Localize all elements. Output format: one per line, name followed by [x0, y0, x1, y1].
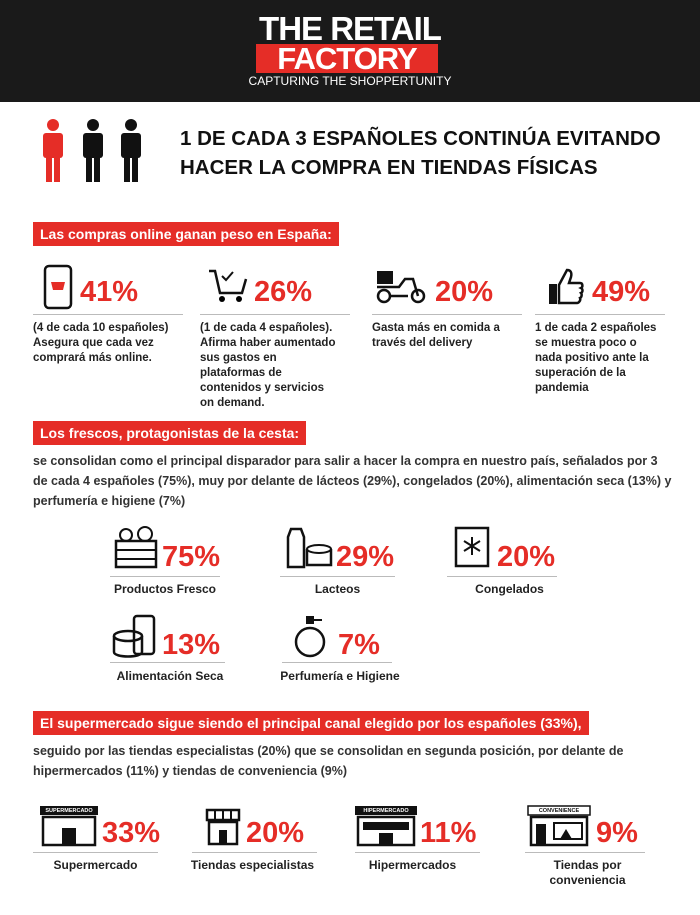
fresh-icon [114, 526, 158, 569]
item-label: Tiendas especialistas [190, 858, 315, 872]
frozen-icon [454, 526, 490, 568]
item-value: 11% [420, 817, 477, 849]
brand-top: THE RETAIL [259, 10, 442, 47]
section-title: El supermercado sigue siendo el principa… [33, 711, 589, 735]
specialist-icon [205, 808, 241, 846]
divider [192, 852, 317, 853]
supermarket-icon: SUPERMERCADO [40, 806, 98, 847]
sign-text: SUPERMERCADO [45, 808, 93, 814]
stat-value: 26% [254, 276, 313, 308]
item-label: Tiendas por conveniencia [549, 858, 626, 887]
stat-value: 20% [435, 276, 494, 308]
delivery-icon [376, 271, 426, 304]
cans-icon [112, 614, 156, 658]
convenience-icon: CONVENIENCE [527, 805, 591, 847]
people-icon [43, 119, 141, 182]
sign-text: CONVENIENCE [539, 808, 580, 814]
stat-value: 49% [592, 276, 651, 308]
dairy-icon [286, 527, 333, 569]
stat-text: Gasta más en comida a través del deliver… [372, 322, 500, 349]
divider [525, 852, 645, 853]
divider [33, 852, 158, 853]
item-label: Alimentación Seca [116, 669, 224, 683]
item-label: Congelados [475, 582, 544, 596]
brand-bottom: FACTORY [256, 43, 438, 74]
item-label: Lacteos [314, 582, 361, 596]
section-title: Los frescos, protagonistas de la cesta: [33, 421, 307, 445]
divider [110, 662, 225, 663]
divider [33, 314, 183, 315]
hypermarket-icon: HIPERMERCADO [355, 806, 417, 847]
headline-line: HACER LA COMPRA EN TIENDAS FÍSICAS [180, 156, 598, 179]
stat-text: 1 de cada 2 españoles se muestra poco o … [535, 322, 657, 394]
section-title: Las compras online ganan peso en España: [33, 222, 339, 246]
stat-text: (1 de cada 4 españoles). Afirma haber au… [200, 322, 336, 409]
item-value: 20% [246, 817, 305, 849]
item-value: 9% [596, 817, 638, 849]
section-body: se consolidan como el principal disparad… [33, 454, 672, 508]
item-value: 20% [497, 541, 556, 573]
thumb-icon [549, 268, 584, 305]
headline-line: 1 DE CADA 3 ESPAÑOLES CONTINÚA EVITANDO [180, 127, 661, 150]
item-value: 13% [162, 629, 221, 661]
phone-icon [43, 264, 73, 310]
divider [200, 314, 350, 315]
divider [372, 314, 522, 315]
perfume-icon [294, 616, 326, 658]
item-value: 29% [336, 541, 395, 573]
divider [355, 852, 480, 853]
sign-text: HIPERMERCADO [363, 808, 409, 814]
divider [110, 576, 220, 577]
divider [282, 662, 392, 663]
stat-text: (4 de cada 10 españoles) Asegura que cad… [33, 322, 169, 364]
divider [447, 576, 557, 577]
divider [535, 314, 665, 315]
cart-icon [209, 269, 248, 302]
tagline: CAPTURING THE SHOPPERTUNITY [248, 74, 452, 88]
item-value: 75% [162, 541, 221, 573]
item-label: Productos Fresco [113, 582, 217, 596]
stat-value: 41% [80, 276, 139, 308]
item-label: Hipermercados [368, 858, 457, 872]
section-body: seguido por las tiendas especialistas (2… [33, 744, 624, 778]
item-value: 7% [338, 629, 380, 661]
item-label: Supermercado [53, 858, 138, 872]
divider [280, 576, 395, 577]
item-value: 33% [102, 817, 161, 849]
item-label: Perfumería e Higiene [280, 669, 400, 683]
